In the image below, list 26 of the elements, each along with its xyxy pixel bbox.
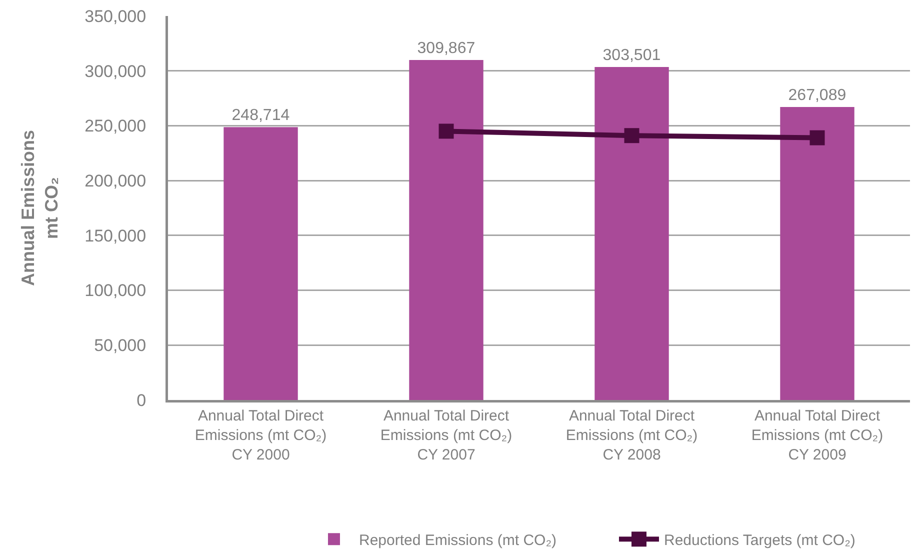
y-axis-title: Annual Emissions mt CO₂ <box>18 130 62 286</box>
x-tick-label: Annual Total Direct Emissions (mt CO₂) CY 2007 <box>380 408 512 464</box>
point <box>624 128 640 144</box>
point <box>810 130 825 146</box>
y-tick-label: 200,000 <box>84 172 146 191</box>
y-tick-label: 50,000 <box>94 336 146 356</box>
bar <box>594 67 669 400</box>
y-tick-label: 100,000 <box>84 281 146 300</box>
bar <box>224 127 298 400</box>
data-label: 248,714 <box>232 107 290 124</box>
y-tick-label: 350,000 <box>84 6 146 26</box>
legend-label: Reductions Targets (mt CO₂) <box>664 532 856 549</box>
bar <box>409 60 484 400</box>
y-tick-label: 0 <box>136 390 146 410</box>
y-tick-label: 250,000 <box>84 116 146 136</box>
y-tick-label: 300,000 <box>84 62 146 81</box>
x-tick-label: Annual Total Direct Emissions (mt CO₂) CY 2009 <box>751 408 884 464</box>
data-label: 267,089 <box>788 86 846 104</box>
x-tick-label: Annual Total Direct Emissions (mt CO₂) CY 2008 <box>566 408 698 464</box>
y-tick-label: 150,000 <box>84 226 146 246</box>
data-label: 303,501 <box>602 47 661 64</box>
x-tick-label: Annual Total Direct Emissions (mt CO₂) CY 2000 <box>194 408 327 464</box>
data-label: 309,867 <box>417 40 476 58</box>
legend-label: Reported Emissions (mt CO₂) <box>358 532 557 549</box>
point <box>438 124 454 139</box>
bar <box>780 106 854 400</box>
